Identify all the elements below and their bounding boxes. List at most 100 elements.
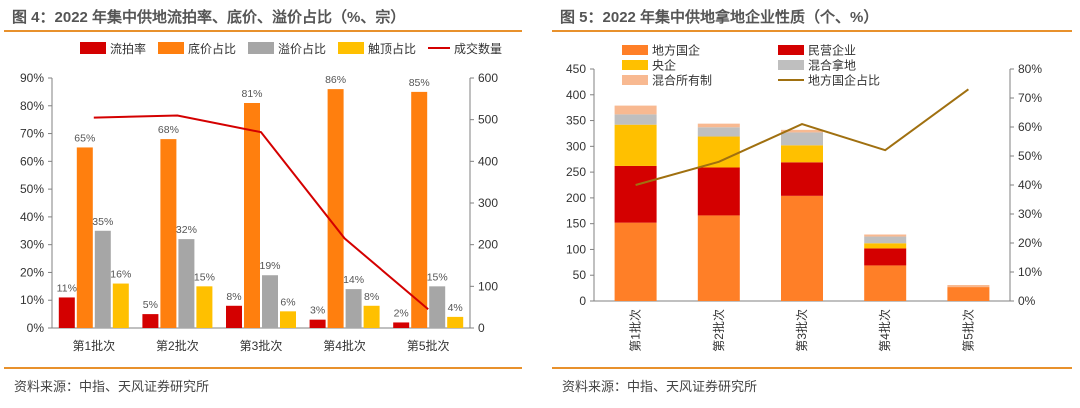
data-label: 19%	[259, 260, 280, 272]
bar-segment-央企	[864, 243, 907, 249]
y-right-tick-label: 0	[478, 321, 485, 335]
data-label: 6%	[280, 296, 295, 308]
y-right-tick-label: 70%	[1018, 91, 1042, 105]
bar-segment-地方国企	[947, 287, 990, 301]
data-label: 8%	[226, 291, 241, 303]
legend-label: 央企	[652, 58, 676, 73]
x-tick-label: 第1批次	[72, 338, 115, 353]
bar-底价占比	[160, 139, 177, 328]
data-label: 16%	[110, 269, 131, 281]
bar-segment-混合拿地	[864, 236, 907, 244]
bar-segment-央企	[781, 145, 823, 163]
bar-流拍率	[309, 319, 326, 328]
line-成交数量	[93, 114, 429, 311]
y-right-tick-label: 0%	[1018, 294, 1036, 308]
title-rule	[4, 30, 522, 32]
bar-底价占比	[244, 103, 260, 328]
bar-流拍率	[58, 297, 75, 328]
legend-label: 民营企业	[808, 43, 856, 58]
bar-底价占比	[411, 91, 428, 328]
y-right-tick-label: 40%	[1018, 178, 1042, 192]
legend-label: 触顶占比	[368, 41, 416, 56]
legend-label: 混合拿地	[808, 58, 856, 73]
y-left-tick-label: 50%	[20, 182, 44, 196]
data-label: 15%	[194, 271, 215, 283]
bar-segment-民营企业	[697, 167, 740, 216]
y-left-tick-label: 70%	[20, 127, 44, 141]
bar-溢价占比	[262, 275, 278, 328]
bar-segment-混合拿地	[781, 132, 823, 146]
y-right-tick-label: 600	[478, 71, 498, 85]
bar-segment-民营企业	[614, 165, 657, 223]
legend-swatch	[778, 45, 804, 55]
chart-panel-left: 图 4：2022 年集中供地流拍率、底价、溢价占比（%、宗） 0% 10% 20% 3…	[0, 0, 530, 408]
y-right-tick-label: 80%	[1018, 62, 1042, 76]
data-label: 4%	[448, 302, 463, 314]
bar-流拍率	[393, 322, 410, 328]
data-label: 15%	[427, 271, 448, 283]
legend-swatch	[158, 42, 184, 54]
y-right-tick-label: 30%	[1018, 207, 1042, 221]
bar-触顶占比	[196, 286, 213, 328]
y-left-tick-label: 300	[566, 139, 586, 153]
x-tick-label: 第2批次	[156, 338, 199, 353]
bar-segment-地方国企	[781, 195, 823, 301]
figure-4-title: 图 4：2022 年集中供地流拍率、底价、溢价占比（%、宗）	[12, 9, 406, 26]
x-tick-label: 第3批次	[240, 338, 283, 353]
legend-label: 底价占比	[188, 41, 236, 56]
bar-触顶占比	[363, 305, 380, 328]
y-right-tick-label: 50%	[1018, 149, 1042, 163]
line-地方国企占比	[635, 88, 969, 186]
x-tick-label: 第2批次	[711, 309, 726, 352]
legend-swatch	[622, 60, 648, 70]
y-left-tick-label: 30%	[20, 238, 44, 252]
y-right-tick-label: 500	[478, 113, 498, 127]
y-left-tick-label: 0%	[27, 321, 45, 335]
y-left-tick-label: 90%	[20, 71, 44, 85]
data-label: 3%	[310, 305, 325, 317]
y-left-tick-label: 250	[566, 165, 586, 179]
bar-底价占比	[76, 147, 93, 328]
bar-溢价占比	[94, 230, 111, 328]
bar-segment-地方国企	[697, 215, 740, 301]
legend-swatch	[80, 42, 106, 54]
data-label: 68%	[158, 124, 179, 136]
chart-left-svg: 0% 10% 20% 30% 40% 50% 60% 70% 80% 90% 0 100 200 300 4…	[20, 41, 502, 353]
bar-溢价占比	[345, 289, 362, 328]
legend-label: 地方国企占比	[808, 73, 880, 88]
source-rule	[4, 367, 522, 369]
x-tick-label: 第3批次	[794, 309, 809, 352]
y-left-tick-label: 400	[566, 88, 586, 102]
bar-溢价占比	[429, 286, 446, 328]
x-tick-label: 第4批次	[877, 309, 892, 352]
legend-label: 溢价占比	[278, 41, 326, 56]
x-tick-label: 第5批次	[407, 338, 450, 353]
y-right-tick-label: 10%	[1018, 265, 1042, 279]
data-label: 85%	[409, 77, 430, 89]
bar-触顶占比	[280, 311, 296, 328]
bar-触顶占比	[112, 283, 129, 328]
data-label: 5%	[143, 299, 158, 311]
data-label: 65%	[74, 132, 95, 144]
bar-segment-央企	[614, 124, 657, 166]
bar-segment-混合所有制	[864, 234, 907, 237]
data-label: 8%	[364, 291, 379, 303]
data-label: 14%	[343, 274, 364, 286]
y-left-tick-label: 60%	[20, 154, 44, 168]
chart-right-svg: 0 50 100 150 200 250 300 350 400 450 0% 10% 20% 30% 40…	[566, 43, 1042, 352]
y-left-tick-label: 0	[579, 294, 586, 308]
y-left-tick-label: 80%	[20, 99, 44, 113]
bar-流拍率	[226, 305, 242, 328]
legend-swatch	[622, 75, 648, 85]
data-label: 86%	[325, 74, 346, 86]
bar-segment-民营企业	[864, 248, 907, 266]
bar-溢价占比	[178, 239, 195, 328]
source-rule	[552, 367, 1072, 369]
bar-segment-混合所有制	[614, 105, 657, 115]
y-left-tick-label: 20%	[20, 265, 44, 279]
bar-segment-混合拿地	[614, 114, 657, 125]
legend-swatch	[622, 45, 648, 55]
bar-segment-地方国企	[864, 265, 907, 301]
figure-5-title: 图 5：2022 年集中供地拿地企业性质（个、%）	[560, 9, 879, 26]
bar-触顶占比	[447, 316, 464, 328]
